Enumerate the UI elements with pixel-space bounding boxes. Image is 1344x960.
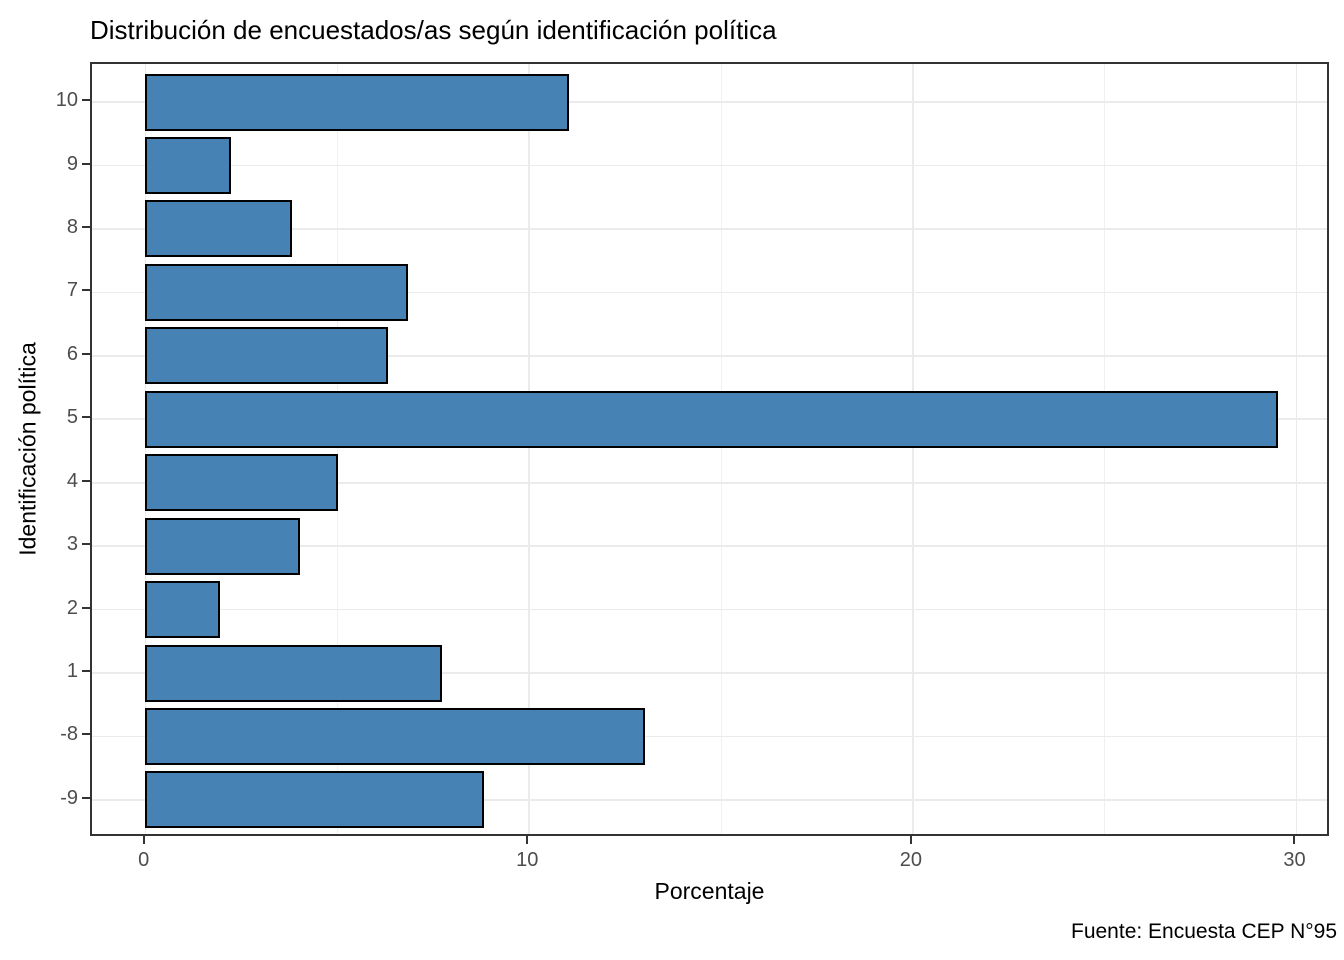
y-tick-mark	[82, 162, 90, 165]
y-major-gridline	[92, 291, 1327, 294]
plot-panel	[90, 62, 1329, 836]
y-major-gridline	[92, 545, 1327, 547]
y-tick-mark	[82, 352, 90, 355]
bar	[144, 581, 220, 639]
y-tick-mark	[82, 289, 90, 292]
x-tick-label: 0	[138, 849, 150, 871]
bar	[144, 263, 408, 321]
y-tick-label: 10	[55, 89, 78, 112]
y-tick-label: 7	[66, 279, 78, 302]
y-tick-mark	[82, 99, 90, 102]
x-minor-gridline	[336, 64, 338, 834]
y-tick-mark	[82, 225, 90, 228]
x-tick-mark	[909, 836, 912, 844]
y-major-gridline	[92, 608, 1327, 611]
bar	[144, 644, 443, 702]
y-major-gridline	[92, 735, 1327, 738]
bar	[144, 73, 569, 131]
source-caption: Fuente: Encuesta CEP N°95	[1071, 920, 1337, 943]
bar	[144, 136, 232, 195]
y-tick-label: 9	[66, 152, 78, 175]
x-major-gridline	[528, 64, 531, 834]
y-tick-label: -8	[60, 723, 78, 746]
y-tick-label: -9	[60, 786, 78, 809]
bar	[144, 517, 301, 575]
bar	[144, 454, 339, 512]
y-tick-label: 5	[66, 406, 78, 429]
x-minor-gridline	[720, 64, 722, 834]
x-tick-mark	[526, 836, 529, 844]
y-major-gridline	[92, 164, 1327, 167]
x-major-gridline	[1295, 64, 1298, 834]
x-tick-mark	[1293, 836, 1296, 844]
bar	[144, 390, 1279, 448]
y-tick-mark	[82, 479, 90, 482]
x-minor-gridline	[1104, 64, 1106, 834]
x-major-gridline	[144, 64, 147, 834]
y-tick-mark	[82, 670, 90, 673]
y-tick-label: 6	[66, 342, 78, 365]
y-tick-mark	[82, 416, 90, 419]
x-major-gridline	[912, 64, 914, 834]
y-tick-label: 4	[66, 469, 78, 492]
y-major-gridline	[92, 672, 1327, 674]
y-tick-mark	[82, 796, 90, 799]
bar	[144, 200, 293, 258]
y-tick-label: 3	[66, 533, 78, 556]
y-tick-label: 2	[66, 596, 78, 619]
y-tick-label: 1	[66, 660, 78, 683]
y-major-gridline	[92, 228, 1327, 230]
y-tick-label: 8	[66, 215, 78, 238]
bar	[144, 327, 389, 385]
bar	[144, 771, 485, 829]
y-major-gridline	[92, 799, 1327, 801]
y-major-gridline	[92, 101, 1327, 103]
x-tick-label: 30	[1283, 849, 1306, 871]
y-major-gridline	[92, 481, 1327, 484]
x-tick-mark	[142, 836, 145, 844]
y-tick-mark	[82, 543, 90, 546]
y-tick-mark	[82, 733, 90, 736]
x-axis-title: Porcentaje	[654, 878, 765, 904]
chart-title: Distribución de encuestados/as según ide…	[90, 15, 777, 45]
y-tick-mark	[82, 606, 90, 609]
y-major-gridline	[92, 355, 1327, 357]
x-tick-label: 10	[516, 849, 539, 871]
y-axis-title: Identificación política	[14, 342, 41, 556]
x-tick-label: 20	[899, 849, 922, 871]
bar	[144, 707, 646, 766]
